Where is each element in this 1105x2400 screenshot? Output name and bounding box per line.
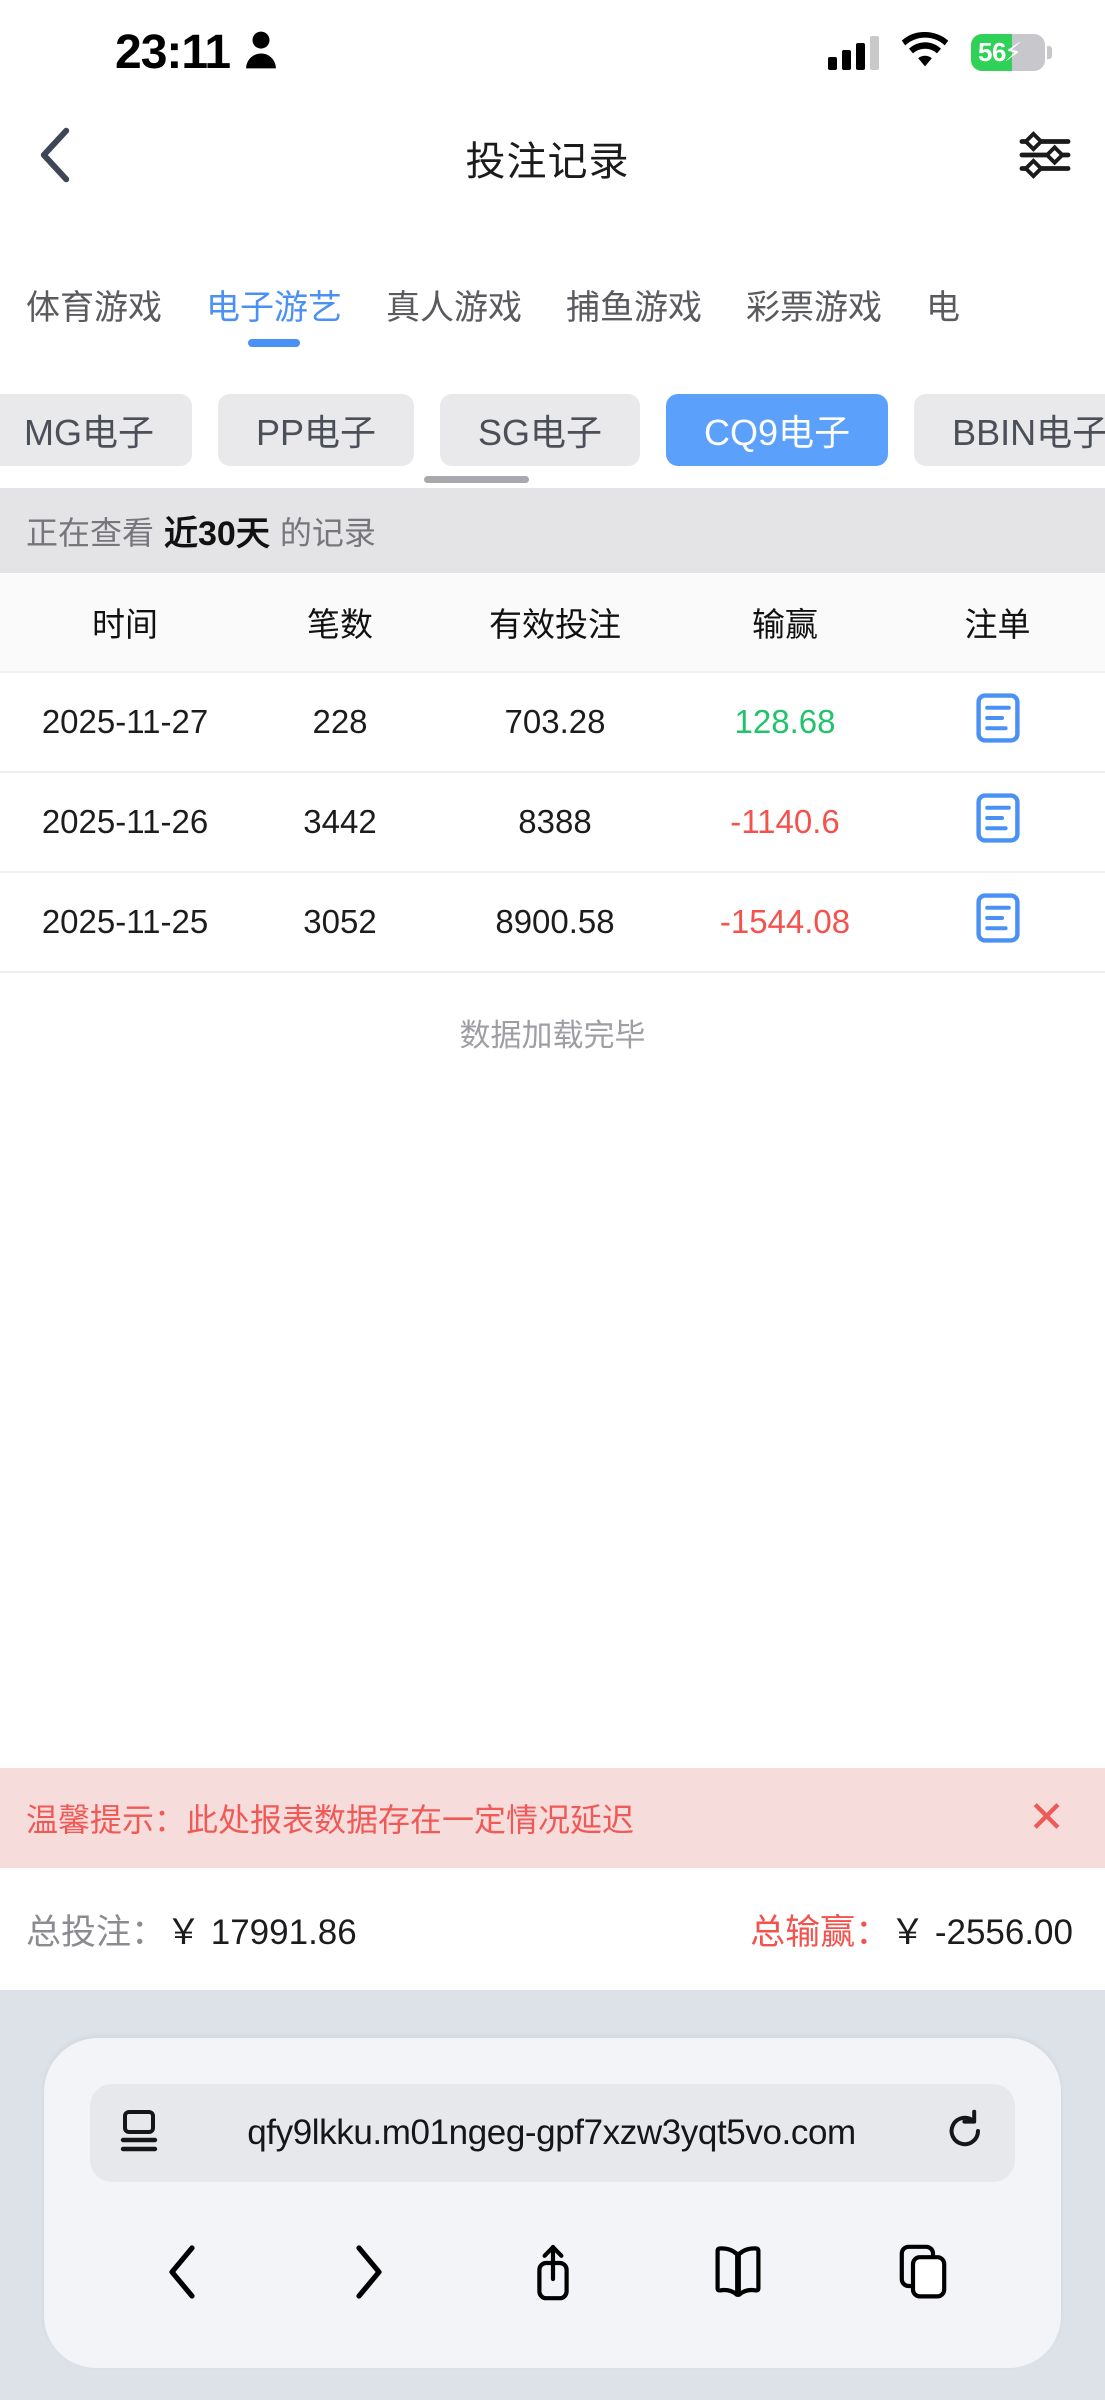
provider-chip-row[interactable]: MG电子 PP电子 SG电子 CQ9电子 BBIN电子: [0, 390, 1105, 488]
tab-live-casino[interactable]: 真人游戏: [386, 289, 522, 327]
page-title: 投注记录: [465, 139, 630, 184]
cell-date: 2025-11-25: [41, 903, 209, 940]
cell-win-loss: -1544.08: [719, 903, 851, 940]
chip-sg[interactable]: SG电子: [440, 394, 641, 466]
bookmarks-button[interactable]: [688, 2224, 788, 2324]
browser-back-icon: [166, 2244, 200, 2305]
chip-bbin[interactable]: BBIN电子: [914, 394, 1105, 466]
active-filter-banner: 正在查看 近30天 的记录: [0, 488, 1105, 573]
bet-detail-button[interactable]: [890, 893, 1105, 951]
column-header-bet-slip: 注单: [964, 606, 1031, 643]
close-icon[interactable]: ✕: [1028, 1793, 1065, 1842]
chip-cq9[interactable]: CQ9电子: [666, 394, 889, 466]
battery-percent: 56: [978, 37, 1006, 67]
table-row: 2025-11-25 3052 8900.58 -1544.08: [0, 873, 1105, 973]
bet-detail-icon: [975, 893, 1020, 951]
totals-bar: 总投注：￥ 17991.86 总输赢：￥ -2556.00: [0, 1868, 1105, 1990]
cell-win-loss: -1140.6: [730, 803, 840, 840]
filter-prefix: 正在查看: [26, 514, 155, 551]
tab-sports[interactable]: 体育游戏: [26, 289, 162, 327]
status-bar-left: 23:11: [115, 25, 278, 80]
page-settings-icon[interactable]: [120, 2109, 158, 2158]
battery-indicator: 56 ⚡: [971, 34, 1052, 71]
reload-icon[interactable]: [945, 2109, 985, 2158]
bet-detail-button[interactable]: [890, 793, 1105, 851]
status-bar: 23:11 56 ⚡: [0, 0, 1105, 105]
browser-back-button[interactable]: [133, 2224, 233, 2324]
filter-sliders-icon: [1018, 131, 1072, 184]
column-header-valid-bet: 有效投注: [489, 606, 621, 643]
warning-banner: 温馨提示：此处报表数据存在一定情况延迟 ✕: [0, 1768, 1105, 1868]
chip-scrollbar[interactable]: [424, 476, 529, 483]
back-button[interactable]: [0, 105, 110, 210]
chevron-left-icon: [38, 127, 72, 188]
cell-date: 2025-11-27: [41, 703, 209, 740]
chip-mg[interactable]: MG电子: [0, 394, 192, 466]
total-win-loss-value: ￥ -2556.00: [890, 1912, 1073, 1952]
url-bar[interactable]: qfy9lkku.m01ngeg-gpf7xzw3yqt5vo.com: [90, 2084, 1015, 2182]
tab-esports[interactable]: 电: [926, 289, 960, 327]
filter-range: 近30天: [164, 515, 270, 553]
browser-panel: qfy9lkku.m01ngeg-gpf7xzw3yqt5vo.com: [44, 2038, 1061, 2368]
column-header-count: 笔数: [307, 606, 373, 643]
total-bet: 总投注：￥ 17991.86: [26, 1904, 357, 1955]
tab-lottery[interactable]: 彩票游戏: [746, 289, 882, 327]
total-win-loss-label: 总输赢：: [750, 1912, 891, 1952]
share-button[interactable]: [503, 2224, 603, 2324]
browser-chrome: qfy9lkku.m01ngeg-gpf7xzw3yqt5vo.com: [0, 1990, 1105, 2400]
category-tabs[interactable]: 体育游戏 电子游艺 真人游戏 捕鱼游戏 彩票游戏 电: [0, 283, 1105, 361]
total-win-loss: 总输赢：￥ -2556.00: [750, 1904, 1073, 1955]
load-complete-message: 数据加载完毕: [459, 1018, 646, 1053]
browser-forward-icon: [351, 2244, 385, 2305]
warning-text: 温馨提示：此处报表数据存在一定情况延迟: [26, 1802, 635, 1838]
tabs-button[interactable]: [873, 2224, 973, 2324]
cell-win-loss: 128.68: [734, 703, 836, 740]
share-icon: [531, 2243, 575, 2306]
cell-count: 3052: [303, 903, 377, 940]
filter-button[interactable]: [985, 105, 1105, 210]
status-bar-right: 56 ⚡: [828, 31, 1052, 73]
browser-toolbar: [44, 2214, 1061, 2334]
records-table: 时间 笔数 有效投注 输赢 注单 2025-11-27 228 703.28 1…: [0, 573, 1105, 973]
cell-date: 2025-11-26: [41, 803, 209, 840]
cell-count: 3442: [303, 803, 377, 840]
cell-valid-bet: 8900.58: [495, 903, 615, 940]
column-header-time: 时间: [92, 606, 158, 643]
wifi-icon: [901, 31, 949, 73]
filter-suffix: 的记录: [279, 514, 376, 551]
bet-detail-icon: [975, 693, 1020, 751]
table-row: 2025-11-27 228 703.28 128.68: [0, 673, 1105, 773]
total-bet-value: ￥ 17991.86: [166, 1912, 357, 1952]
tabs-icon: [899, 2244, 947, 2305]
column-header-win-loss: 输赢: [752, 606, 818, 643]
tab-slots[interactable]: 电子游艺: [184, 283, 364, 333]
page-header: 投注记录: [0, 105, 1105, 210]
total-bet-label: 总投注：: [26, 1912, 167, 1952]
cell-valid-bet: 8388: [518, 803, 592, 840]
bookmarks-icon: [714, 2245, 762, 2304]
chip-pp[interactable]: PP电子: [218, 394, 415, 466]
browser-forward-button[interactable]: [318, 2224, 418, 2324]
bet-detail-icon: [975, 793, 1020, 851]
table-row: 2025-11-26 3442 8388 -1140.6: [0, 773, 1105, 873]
url-text[interactable]: qfy9lkku.m01ngeg-gpf7xzw3yqt5vo.com: [247, 2113, 856, 2152]
tab-fishing[interactable]: 捕鱼游戏: [566, 289, 702, 327]
charging-bolt-icon: ⚡: [1003, 37, 1023, 67]
person-icon: [244, 30, 278, 75]
cell-count: 228: [312, 703, 368, 740]
bet-detail-button[interactable]: [890, 693, 1105, 751]
signal-bars-icon: [828, 35, 879, 70]
status-time: 23:11: [115, 26, 231, 79]
cell-valid-bet: 703.28: [504, 703, 606, 740]
table-header-row: 时间 笔数 有效投注 输赢 注单: [0, 573, 1105, 673]
